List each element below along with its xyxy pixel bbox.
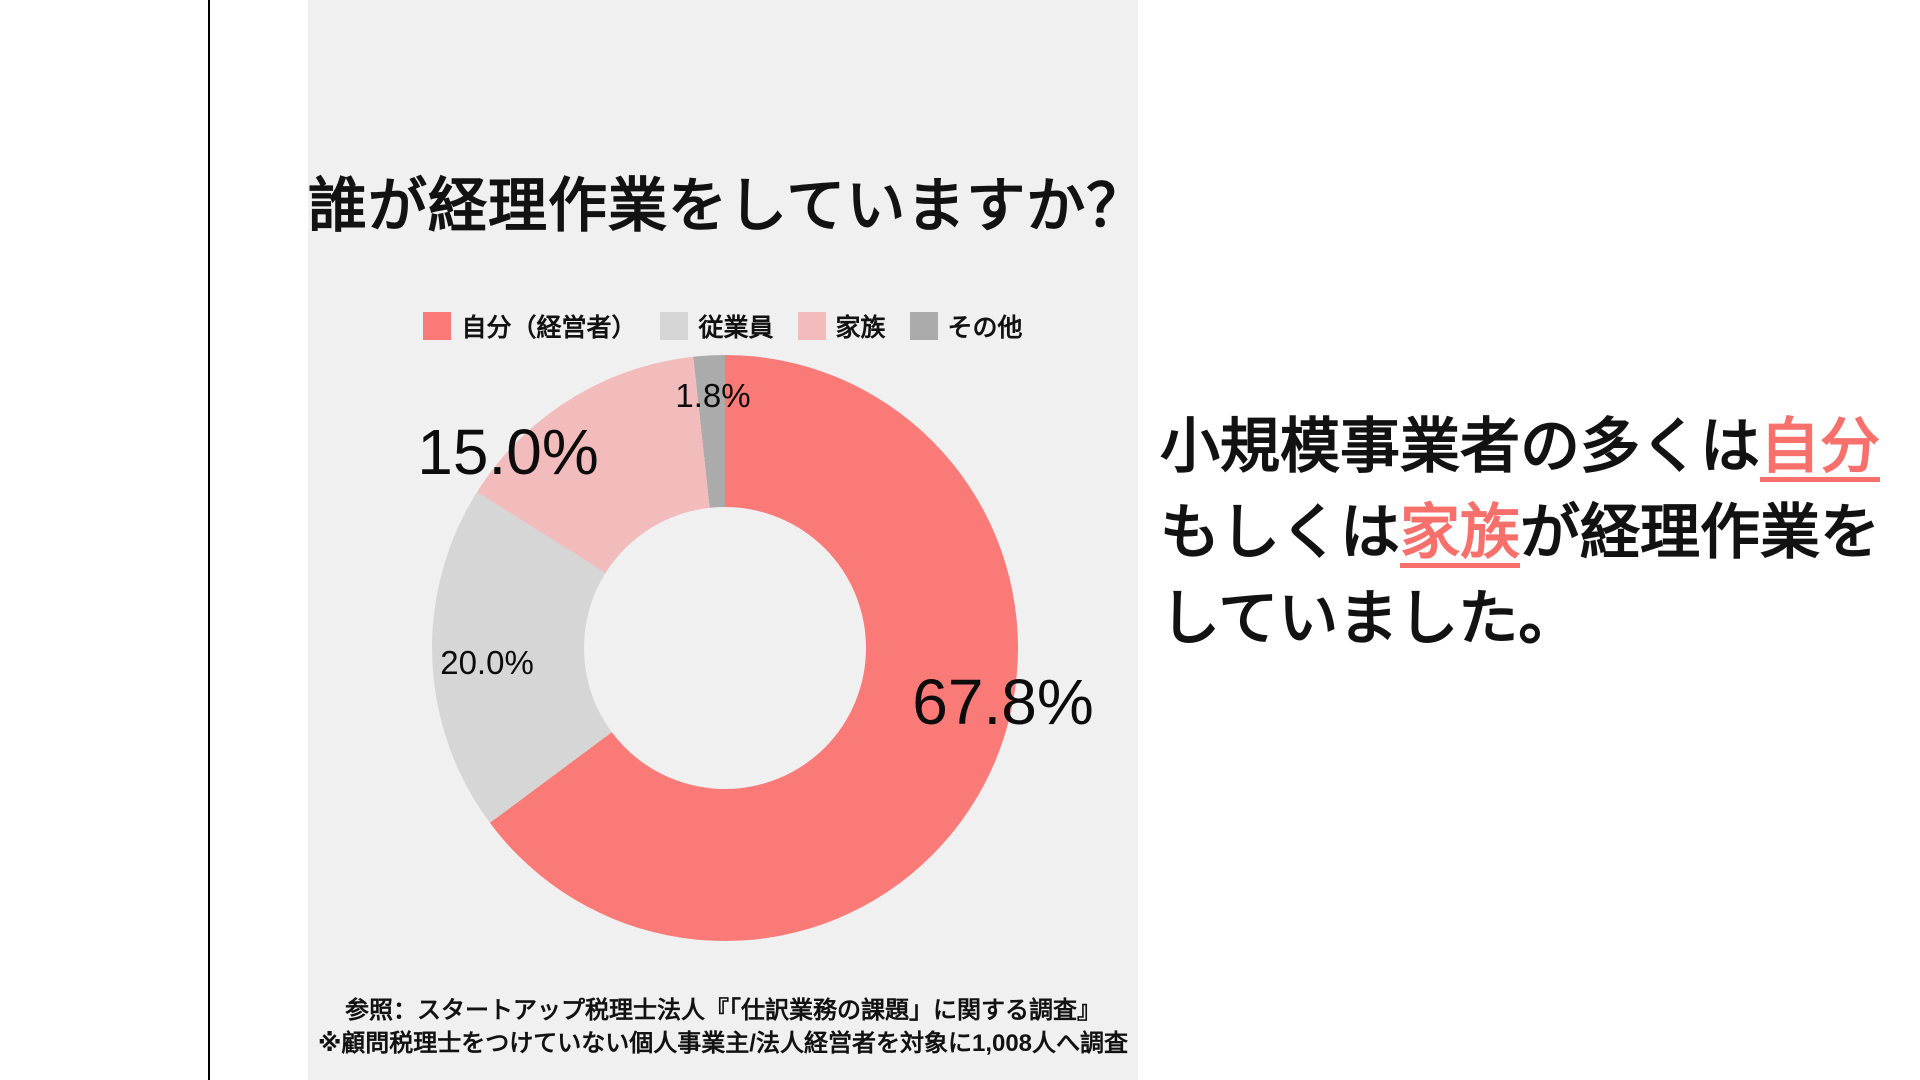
- legend-swatch-employee: [660, 312, 689, 340]
- legend-item-employee: 従業員: [660, 308, 774, 344]
- legend-swatch-other: [909, 312, 938, 340]
- donut-hole: [584, 507, 866, 789]
- pct-label-employee: 20.0%: [440, 644, 534, 681]
- chart-legend: 自分（経営者） 従業員 家族 その他: [308, 308, 1138, 344]
- pct-label-family: 15.0%: [417, 416, 599, 488]
- annotation-segment: もしくは: [1160, 499, 1400, 566]
- donut-chart: [432, 355, 1018, 941]
- legend-swatch-self: [423, 312, 452, 340]
- legend-label-self: 自分（経営者）: [461, 314, 637, 342]
- pct-label-self: 67.8%: [912, 666, 1094, 738]
- annotation-segment: していました。: [1160, 585, 1579, 652]
- pct-label-other: 1.8%: [675, 377, 751, 414]
- source-line-2: ※顧問税理士をつけていない個人事業主/法人経営者を対象に1,008人へ調査: [317, 1030, 1129, 1057]
- chart-title: 誰が経理作業をしていますか？: [308, 173, 1147, 239]
- annotation-segment: 小規模事業者の多くは: [1160, 413, 1760, 480]
- legend-swatch-family: [797, 312, 826, 340]
- annotation-segment: が経理作業を: [1520, 499, 1880, 566]
- annotation-line-1: 小規模事業者の多くは自分: [1160, 404, 1920, 490]
- chart-panel: 誰が経理作業をしていますか？ 自分（経営者） 従業員 家族 その他 6: [308, 0, 1147, 1080]
- annotation-line-3: していました。: [1160, 576, 1920, 662]
- legend-item-family: 家族: [797, 308, 886, 344]
- legend-item-other: その他: [909, 308, 1023, 344]
- legend-label-employee: 従業員: [698, 314, 774, 342]
- vertical-divider: [208, 0, 210, 1080]
- legend-label-family: 家族: [835, 314, 886, 342]
- legend-item-self: 自分（経営者）: [423, 308, 636, 344]
- legend-label-other: その他: [947, 314, 1023, 342]
- annotation-text: 小規模事業者の多くは自分 もしくは家族が経理作業を していました。: [1160, 404, 1920, 662]
- source-note: 参照：スタートアップ税理士法人『「仕訳業務の課題」に関する調査』 ※顧問税理士を…: [308, 994, 1138, 1060]
- annotation-highlight-family: 家族: [1400, 499, 1520, 566]
- source-line-1: 参照：スタートアップ税理士法人『「仕訳業務の課題」に関する調査』: [345, 997, 1101, 1024]
- annotation-line-2: もしくは家族が経理作業を: [1160, 490, 1920, 576]
- annotation-highlight-self: 自分: [1760, 413, 1880, 480]
